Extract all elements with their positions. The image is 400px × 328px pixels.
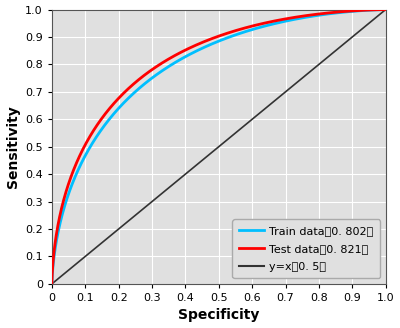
Y-axis label: Sensitivity: Sensitivity (6, 105, 20, 188)
Legend: Train data（0. 802）, Test data（0. 821）, y=x（0. 5）: Train data（0. 802）, Test data（0. 821）, y… (232, 219, 380, 278)
X-axis label: Specificity: Specificity (178, 308, 260, 322)
